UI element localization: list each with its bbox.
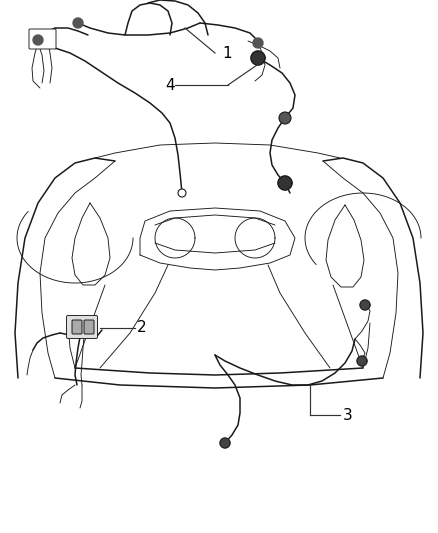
- Polygon shape: [357, 356, 367, 366]
- Text: 1: 1: [222, 45, 232, 61]
- Polygon shape: [251, 51, 265, 65]
- Polygon shape: [278, 176, 292, 190]
- Polygon shape: [253, 38, 263, 48]
- Text: 3: 3: [343, 408, 353, 423]
- FancyBboxPatch shape: [29, 29, 56, 49]
- Polygon shape: [360, 300, 370, 310]
- Text: 2: 2: [137, 320, 147, 335]
- Polygon shape: [73, 18, 83, 28]
- FancyBboxPatch shape: [72, 320, 82, 334]
- FancyBboxPatch shape: [84, 320, 94, 334]
- Circle shape: [279, 112, 291, 124]
- Circle shape: [178, 189, 186, 197]
- FancyBboxPatch shape: [67, 316, 98, 338]
- Text: 4: 4: [165, 77, 175, 93]
- Polygon shape: [220, 438, 230, 448]
- Polygon shape: [33, 35, 43, 45]
